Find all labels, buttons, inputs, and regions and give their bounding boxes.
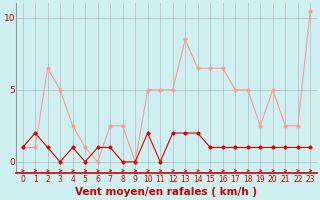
X-axis label: Vent moyen/en rafales ( km/h ): Vent moyen/en rafales ( km/h ) (76, 187, 258, 197)
